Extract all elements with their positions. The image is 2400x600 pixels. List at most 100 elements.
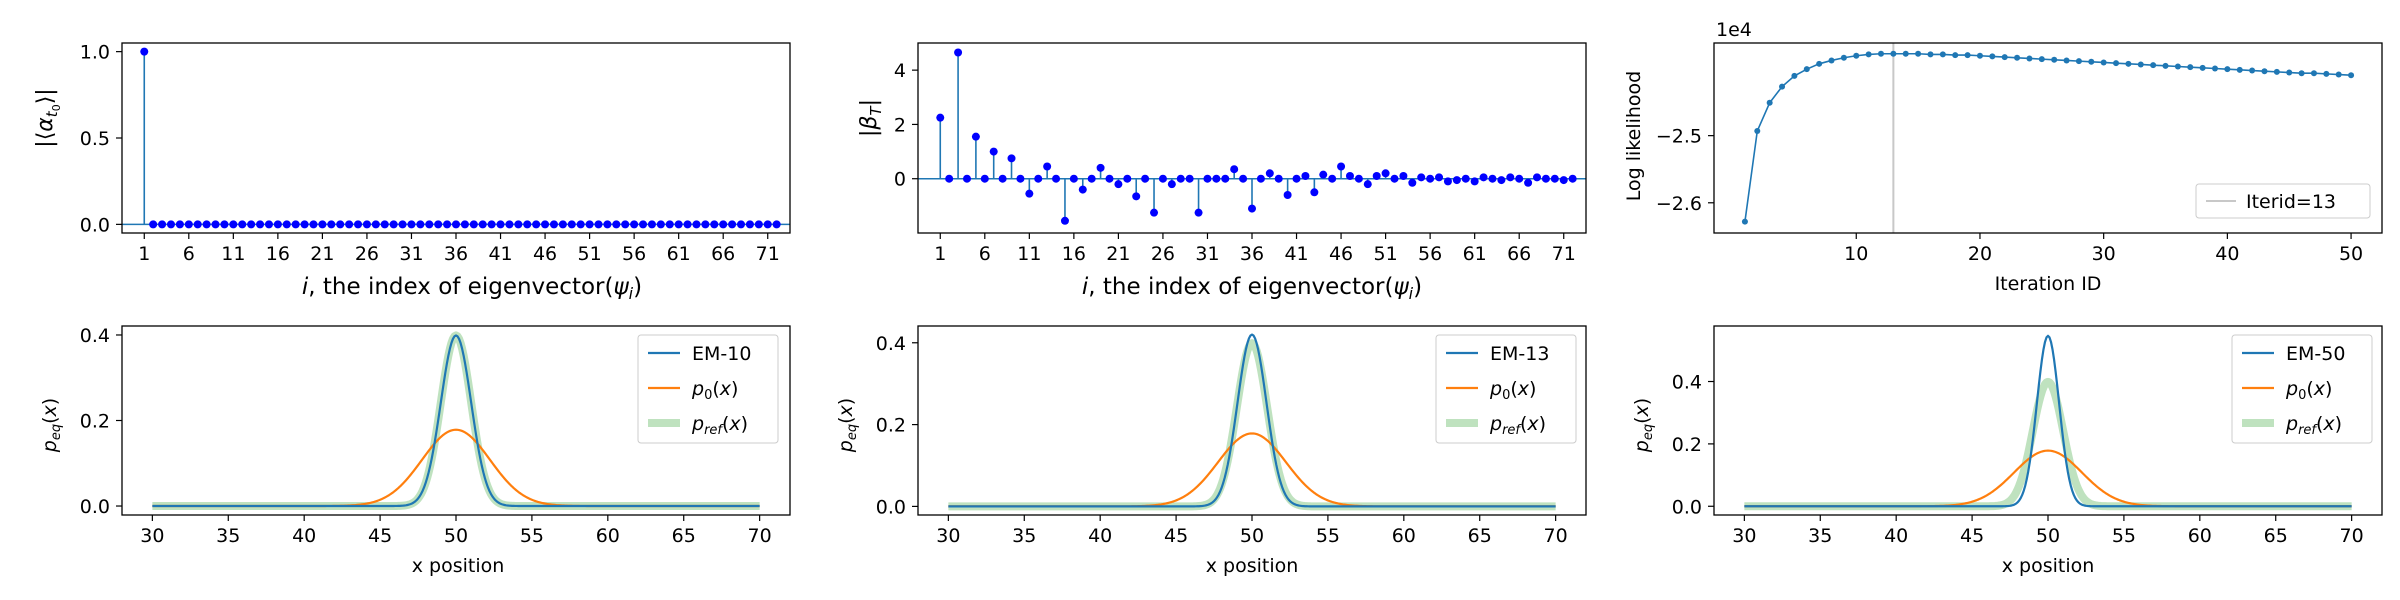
legend-label-p0-1: p0(x) (691, 378, 738, 403)
panel-em50-density: 30 35 40 45 50 55 60 65 70 0.0 0.2 0.4 (1672, 325, 2383, 547)
loglik-point (2113, 60, 2120, 67)
axes-frame (121, 325, 791, 516)
x-tick-label: 30 (140, 525, 164, 547)
loglik-point (2249, 67, 2256, 74)
x-tick-label: 45 (1960, 525, 1984, 547)
y-tick-label: 0.4 (80, 325, 110, 347)
density-line-p0 (948, 432, 1556, 508)
loglik-point (1853, 52, 1860, 59)
loglik-point (2125, 60, 2132, 67)
stem-marker (1212, 174, 1221, 183)
stem-marker (247, 220, 256, 229)
x-tick-label: 56 (1418, 243, 1442, 265)
stem-marker (1443, 177, 1452, 186)
loglik-point (2348, 72, 2355, 79)
y-tick-label: 0.4 (876, 333, 906, 355)
stem-marker (318, 220, 327, 229)
x-tick-label: 45 (1164, 525, 1188, 547)
stem-marker (603, 220, 612, 229)
density-xlabel-2: x position (1206, 555, 1299, 577)
loglik-point (1939, 51, 1946, 58)
stem-marker (567, 220, 576, 229)
loglik-point (2001, 54, 2008, 61)
x-tick-label: 46 (533, 243, 557, 265)
stem-marker (1283, 191, 1292, 199)
stem-marker (1319, 170, 1328, 179)
beta-ylabel: |βT| (857, 99, 885, 137)
x-tick-label: 46 (1329, 243, 1353, 265)
loglik-point (1816, 60, 1823, 67)
stem-marker (1265, 169, 1274, 178)
stem-marker (1069, 174, 1078, 183)
stem-marker (273, 220, 282, 229)
stem-marker (1025, 189, 1034, 198)
stem-marker (971, 132, 980, 141)
loglik-point (1890, 50, 1897, 57)
x-tick-label: 50 (2339, 243, 2363, 265)
stem-marker (416, 220, 425, 229)
stem-marker (1515, 174, 1524, 183)
stem-marker (1141, 174, 1150, 183)
y-tick-label: 4 (894, 60, 906, 82)
stem-marker (656, 220, 665, 229)
axes-frame (1713, 325, 2383, 516)
loglik-point (1878, 50, 1884, 57)
loglik-point (1976, 52, 1983, 59)
stem-marker (541, 220, 550, 229)
stem-marker (158, 220, 167, 229)
stem-marker (1461, 174, 1470, 183)
y-tick-label: 0.4 (1672, 372, 1702, 394)
x-tick-label: 11 (1017, 243, 1041, 265)
stem-marker (1533, 173, 1542, 182)
stem-marker (1337, 162, 1346, 171)
loglik-point (1902, 50, 1909, 57)
stem-marker (166, 220, 175, 229)
x-tick-label: 21 (1106, 243, 1130, 265)
stem-marker (683, 220, 692, 229)
y-tick-label: 0.2 (876, 415, 906, 437)
stem-marker (220, 220, 229, 229)
loglik-offset-text: 1e4 (1716, 19, 1752, 41)
peq-ylabel-3: peq(x) (1631, 398, 1656, 453)
stem-marker (701, 220, 710, 229)
stem-marker (1043, 162, 1052, 171)
stem-marker (478, 220, 487, 229)
x-tick-label: 36 (444, 243, 468, 265)
stem-marker (1132, 192, 1141, 201)
stem-marker (460, 220, 469, 229)
stem-marker (407, 220, 416, 229)
stem-marker (1114, 180, 1123, 189)
stem-marker (282, 220, 291, 229)
stem-marker (532, 220, 541, 229)
stem-marker (549, 220, 558, 229)
density-legend-box-2 (1435, 334, 1577, 444)
peq-ylabel-2: peq(x) (835, 398, 860, 453)
x-tick-label: 31 (399, 243, 423, 265)
x-tick-label: 61 (667, 243, 691, 265)
loglik-point (2261, 68, 2268, 75)
loglik-point (2310, 70, 2317, 77)
stem-marker (1078, 185, 1087, 194)
stem-marker (1087, 174, 1096, 183)
stem-marker (665, 220, 674, 229)
x-tick-label: 41 (488, 243, 512, 265)
x-tick-label: 35 (1012, 525, 1036, 547)
loglik-legend: Iterid=13 (2195, 183, 2371, 219)
stem-marker (1488, 174, 1497, 183)
stem-marker (505, 220, 514, 229)
loglik-point (2162, 62, 2169, 69)
stem-marker (719, 220, 728, 229)
y-tick-label: 0.5 (80, 128, 110, 150)
x-tick-label: 40 (1088, 525, 1112, 547)
axes-frame (1713, 42, 2383, 234)
loglik-point (1803, 66, 1810, 73)
x-tick-label: 70 (2340, 525, 2364, 547)
stem-marker (1176, 174, 1185, 183)
stem-marker (639, 220, 648, 229)
x-tick-label: 65 (672, 525, 696, 547)
x-tick-label: 30 (2092, 243, 2116, 265)
stem-marker (754, 220, 763, 229)
stem-marker (1354, 174, 1363, 183)
stem-marker (1399, 172, 1408, 180)
loglik-legend-box (2195, 183, 2371, 219)
